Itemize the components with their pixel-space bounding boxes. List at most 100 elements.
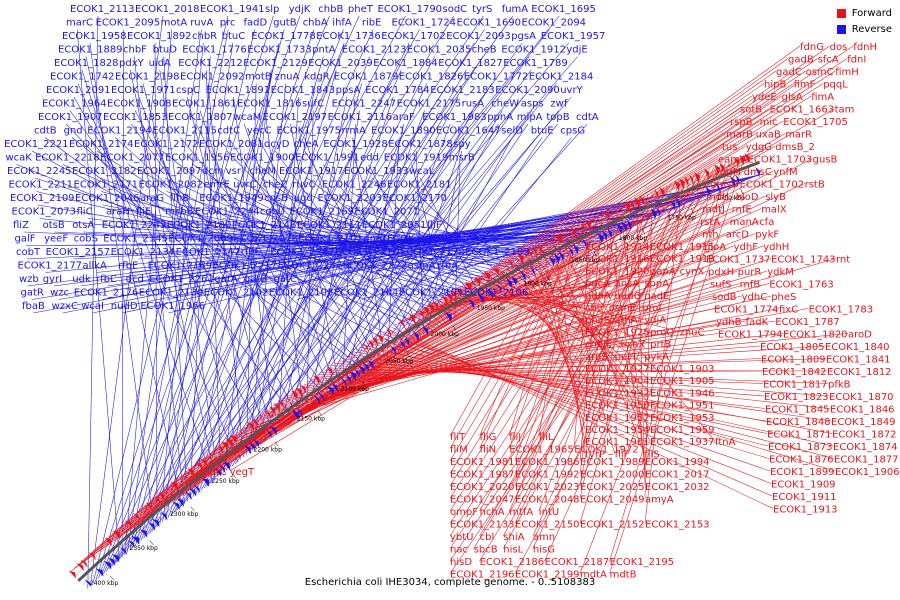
gene-leader-line bbox=[31, 150, 403, 349]
reverse-gene-label: ECOK1_2169 bbox=[290, 207, 355, 218]
reverse-gene-label: ECOK1_2218 bbox=[35, 153, 100, 164]
forward-gene-label: ECOK1_1809 bbox=[761, 355, 826, 366]
gene-leader-line bbox=[359, 346, 833, 434]
gene-leader-line bbox=[127, 29, 202, 553]
forward-gene-arrow bbox=[624, 202, 631, 213]
forward-gene-label: ECOK1_1909 bbox=[771, 480, 836, 491]
kbp-tick bbox=[232, 473, 237, 479]
reverse-gene-label: sufC bbox=[302, 99, 324, 110]
gene-leader-line bbox=[95, 15, 274, 582]
reverse-gene-label: ECOK1_2211 bbox=[9, 180, 74, 191]
forward-gene-arrow bbox=[133, 513, 141, 522]
gene-leader-line bbox=[503, 174, 695, 537]
forward-gene-label: ECOK1_1774 bbox=[714, 305, 779, 316]
forward-gene-label: argS bbox=[585, 352, 608, 363]
reverse-gene-label: rfbE bbox=[118, 261, 138, 272]
forward-gene-label: rstB bbox=[805, 180, 825, 191]
gene-feature-arrows bbox=[68, 153, 761, 588]
reverse-gene-label: edd bbox=[360, 153, 379, 164]
reverse-gene-arrow bbox=[496, 283, 503, 294]
reverse-gene-label: ECOK1_1912 bbox=[501, 45, 566, 56]
reverse-gene-label: ECOK1_2101 bbox=[298, 234, 363, 245]
reverse-gene-label: wcaK bbox=[6, 153, 33, 164]
gene-leader-line bbox=[449, 224, 580, 449]
reverse-gene-label: fumA bbox=[502, 4, 529, 15]
forward-gene-label: fliS bbox=[644, 449, 659, 460]
reverse-gene-arrow bbox=[468, 299, 475, 309]
reverse-gene-label: ECOK1_1843 bbox=[271, 85, 336, 96]
forward-gene-label: yegT bbox=[230, 467, 255, 478]
gene-leader-line bbox=[532, 172, 699, 537]
legend-reverse: Reverse bbox=[836, 21, 892, 37]
reverse-gene-label: ECOK1_2092 bbox=[180, 72, 245, 83]
reverse-gene-arrow bbox=[202, 478, 210, 487]
forward-gene-label: ECOK1_1994 bbox=[645, 457, 710, 468]
reverse-gene-label: ruvC bbox=[292, 180, 315, 191]
kbp-tick bbox=[149, 540, 154, 546]
gene-leader-line bbox=[320, 370, 763, 373]
reverse-gene-label: ECOK1_2071 bbox=[355, 207, 420, 218]
forward-gene-label: ECOK1_1846 bbox=[830, 405, 895, 416]
forward-gene-label: cholE bbox=[585, 340, 612, 351]
gene-leader-line bbox=[69, 110, 296, 420]
forward-gene-arrow bbox=[363, 342, 369, 352]
forward-gene-label: fliG bbox=[480, 432, 497, 443]
kbp-tick bbox=[593, 251, 597, 257]
forward-gene-label: ftnA bbox=[715, 437, 736, 448]
forward-gene-label: ECOK1_1937 bbox=[650, 437, 715, 448]
gene-leader-line bbox=[286, 320, 717, 397]
gene-leader-line bbox=[373, 337, 835, 459]
forward-gene-label: ECOK1_1871 bbox=[767, 430, 832, 441]
forward-gene-label: ECOK1_1783 bbox=[809, 305, 874, 316]
reverse-gene-label: ECOK1_1890 bbox=[371, 126, 436, 137]
forward-gene-label: arcD bbox=[726, 230, 750, 241]
reverse-gene-arrow bbox=[607, 228, 613, 239]
forward-gene-label: rnfE bbox=[732, 205, 752, 216]
gene-leader-line bbox=[142, 83, 241, 460]
reverse-gene-label: ECOK1_1949 bbox=[199, 193, 264, 204]
reverse-gene-arrow bbox=[160, 512, 168, 521]
forward-gene-label: ybtU bbox=[450, 532, 474, 543]
reverse-gene-label: cobS bbox=[74, 234, 98, 245]
figure-caption: Escherichia coli IHE3034, complete genom… bbox=[304, 577, 596, 588]
forward-gene-label: fimA bbox=[811, 92, 834, 103]
gene-leader-line bbox=[449, 196, 641, 499]
reverse-gene-label: ECOK1_2102 bbox=[204, 288, 269, 299]
forward-gene-label: ECOK1_1817 bbox=[763, 380, 828, 391]
gene-leader-line bbox=[307, 345, 761, 383]
reverse-gene-label: motB bbox=[245, 72, 272, 83]
gene-leader-line bbox=[290, 123, 340, 390]
reverse-gene-label: cpsG bbox=[560, 126, 585, 137]
forward-gene-arrow bbox=[739, 154, 746, 166]
forward-gene-label: pheS bbox=[771, 292, 796, 303]
forward-gene-label: ECOK1_1992 bbox=[515, 470, 580, 481]
gene-leader-line bbox=[282, 308, 809, 400]
reverse-gene-label: ECOK1_1790 bbox=[378, 4, 443, 15]
forward-gene-label: ydhC bbox=[742, 292, 768, 303]
forward-gene-label: sodB bbox=[712, 292, 737, 303]
reverse-gene-label: zwf bbox=[550, 99, 567, 110]
reverse-gene-label: ECOK1_1826 bbox=[399, 72, 464, 83]
gene-leader-line bbox=[262, 283, 770, 414]
forward-gene-arrow bbox=[536, 243, 542, 254]
gene-leader-line bbox=[85, 56, 183, 507]
forward-gene-label: nac bbox=[450, 545, 468, 556]
reverse-gene-label: fadD bbox=[244, 18, 268, 29]
gene-leader-line bbox=[479, 188, 660, 512]
kbp-tick-label: 1900 kbp bbox=[524, 281, 552, 288]
reverse-gene-label: ECOK1_1878 bbox=[388, 139, 453, 150]
reverse-gene-arrow bbox=[244, 445, 252, 455]
reverse-gene-label: nudD bbox=[111, 301, 138, 312]
forward-gene-label: amyA bbox=[645, 495, 674, 506]
gene-leader-line bbox=[195, 123, 334, 394]
forward-gene-label: hisD bbox=[450, 557, 472, 568]
reverse-gene-label: ECOK1_2194 bbox=[87, 126, 152, 137]
gene-leader-line bbox=[89, 42, 155, 530]
forward-gene-label: rstA bbox=[700, 217, 720, 228]
forward-gene-label: rspB bbox=[730, 117, 753, 128]
kbp-tick bbox=[317, 410, 322, 416]
gene-leader-line bbox=[229, 151, 754, 472]
reverse-gene-label: dcm bbox=[202, 166, 224, 177]
